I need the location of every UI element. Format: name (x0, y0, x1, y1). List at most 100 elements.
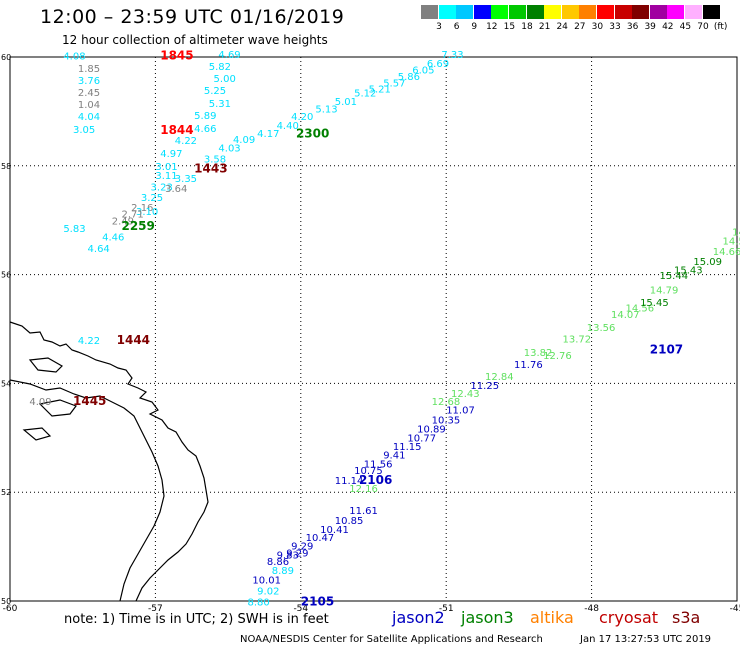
lat-label: 56 (1, 271, 11, 280)
wave-height-value: 8.86 (267, 557, 289, 568)
lon-label: -45 (730, 604, 740, 614)
wave-height-value: 14.07 (611, 310, 640, 321)
wave-height-value: 4.09 (29, 397, 51, 408)
wave-height-value: 11.76 (514, 360, 543, 371)
wave-height-value: 4.40 (277, 121, 299, 132)
scale-swatch (649, 5, 667, 19)
inner-coast (9, 379, 165, 602)
lat-label: 58 (1, 162, 11, 171)
lat-label: 52 (1, 488, 11, 497)
wave-height-value: 5.57 (383, 78, 405, 89)
wave-height-value: 13.56 (587, 323, 616, 334)
wave-height-value: 2.49 (112, 217, 134, 228)
scale-swatch (456, 5, 474, 19)
wave-height-value: 4.69 (218, 50, 240, 61)
map-frame (9, 56, 738, 602)
legend-jason3: jason3 (461, 608, 514, 627)
wave-height-value: 11.56 (364, 460, 393, 471)
wave-height-value: 5.25 (204, 86, 226, 97)
time-label: 2106 (359, 473, 392, 487)
wave-height-value: 4.09 (233, 135, 255, 146)
scale-label: 15 (503, 22, 516, 32)
wave-height-value: 4.22 (175, 136, 197, 147)
scale-swatch (544, 5, 562, 19)
scale-swatch (667, 5, 685, 19)
scale-swatch (685, 5, 702, 19)
scale-swatch (509, 5, 526, 19)
wave-height-value: 3.76 (78, 76, 100, 87)
wave-height-value: 2.45 (78, 88, 100, 99)
wave-height-value: 10.75 (354, 466, 383, 477)
credit-line: NOAA/NESDIS Center for Satellite Applica… (240, 634, 543, 645)
scale-swatch (438, 5, 456, 19)
wave-height-value: 12.84 (485, 372, 514, 383)
time-label: 2107 (650, 342, 683, 356)
page-title: 12:00 – 23:59 UTC 01/16/2019 (40, 6, 345, 28)
wave-height-value: 3.11 (155, 171, 177, 182)
wave-height-value: 4.20 (291, 112, 313, 123)
graticule (10, 57, 737, 601)
scale-swatch (702, 5, 720, 19)
wave-height-value: 5.13 (315, 104, 337, 115)
wave-height-value: 5.21 (369, 84, 391, 95)
scale-label: 6 (453, 22, 460, 32)
lake-2 (22, 427, 52, 441)
wave-height-value: 10.85 (335, 516, 364, 527)
wave-height-value: 9.83 (277, 551, 299, 562)
scale-label: 33 (609, 22, 621, 32)
wave-height-value: 4.22 (78, 336, 100, 347)
wave-height-value: 11.15 (393, 442, 422, 453)
scale-swatch (526, 5, 544, 19)
time-label: 1444 (117, 333, 150, 347)
time-label: 2105 (301, 594, 334, 608)
scale-swatch (421, 5, 438, 19)
scale-label: 36 (626, 22, 639, 32)
wave-height-value: 5.83 (63, 224, 85, 235)
wave-height-value: 12.76 (543, 351, 572, 362)
wave-height-value: 12.68 (432, 397, 461, 408)
lat-label: 50 (1, 597, 11, 606)
wave-height-value: 10.35 (432, 416, 461, 427)
wave-height-value: 3.64 (165, 184, 187, 195)
axis-labels: 60 58 56 54 52 50-60 -57 -54 -51 -48 -45 (1, 53, 740, 614)
wave-height-value: 15.45 (640, 298, 669, 309)
lon-label: -48 (584, 604, 599, 614)
wave-height-value: 11.61 (349, 506, 378, 517)
wave-height-value: 3.05 (73, 125, 95, 136)
wave-height-value: 1.85 (78, 64, 100, 75)
wave-height-value: 9.41 (383, 450, 405, 461)
wave-height-value: 2.16 (131, 203, 153, 214)
wave-height-value: 14.56 (722, 237, 740, 248)
wave-height-value: 9.29 (286, 548, 308, 559)
scale-swatch (561, 5, 579, 19)
wave-height-value: 8.89 (272, 566, 294, 577)
wave-height-value: 7.33 (441, 50, 463, 61)
wave-height-value: 15.44 (659, 271, 688, 282)
wave-height-value: 3.58 (204, 155, 226, 166)
wave-height-value: 5.86 (398, 72, 420, 83)
wave-height-value: 14.56 (626, 304, 655, 315)
scale-unit: (ft) (713, 22, 728, 32)
wave-height-value: 9.02 (257, 586, 279, 597)
scale-label: 3 (436, 22, 442, 32)
wave-height-value: 10.41 (320, 525, 349, 536)
wave-height-value: 6.69 (427, 59, 449, 70)
wave-height-value: 4.66 (194, 124, 216, 135)
lake-1 (38, 399, 77, 417)
scale-label: 21 (538, 22, 551, 32)
labrador-coast (9, 321, 209, 602)
wave-height-value: 12.43 (451, 389, 480, 400)
wave-height-value: 13.72 (563, 335, 592, 346)
inlet (28, 357, 63, 373)
wave-height-value: 4.04 (78, 112, 100, 123)
wave-height-value: 10.77 (407, 434, 436, 445)
wave-height-value: 4.46 (102, 232, 124, 243)
scale-swatch (614, 5, 632, 19)
scale-label: 18 (521, 22, 533, 32)
lat-label: 60 (1, 53, 11, 62)
wave-height-value: 10.01 (252, 576, 281, 587)
wave-height-value: 5.00 (214, 74, 236, 85)
scale-swatch (597, 5, 614, 19)
wave-height-value: 4.08 (63, 52, 85, 63)
